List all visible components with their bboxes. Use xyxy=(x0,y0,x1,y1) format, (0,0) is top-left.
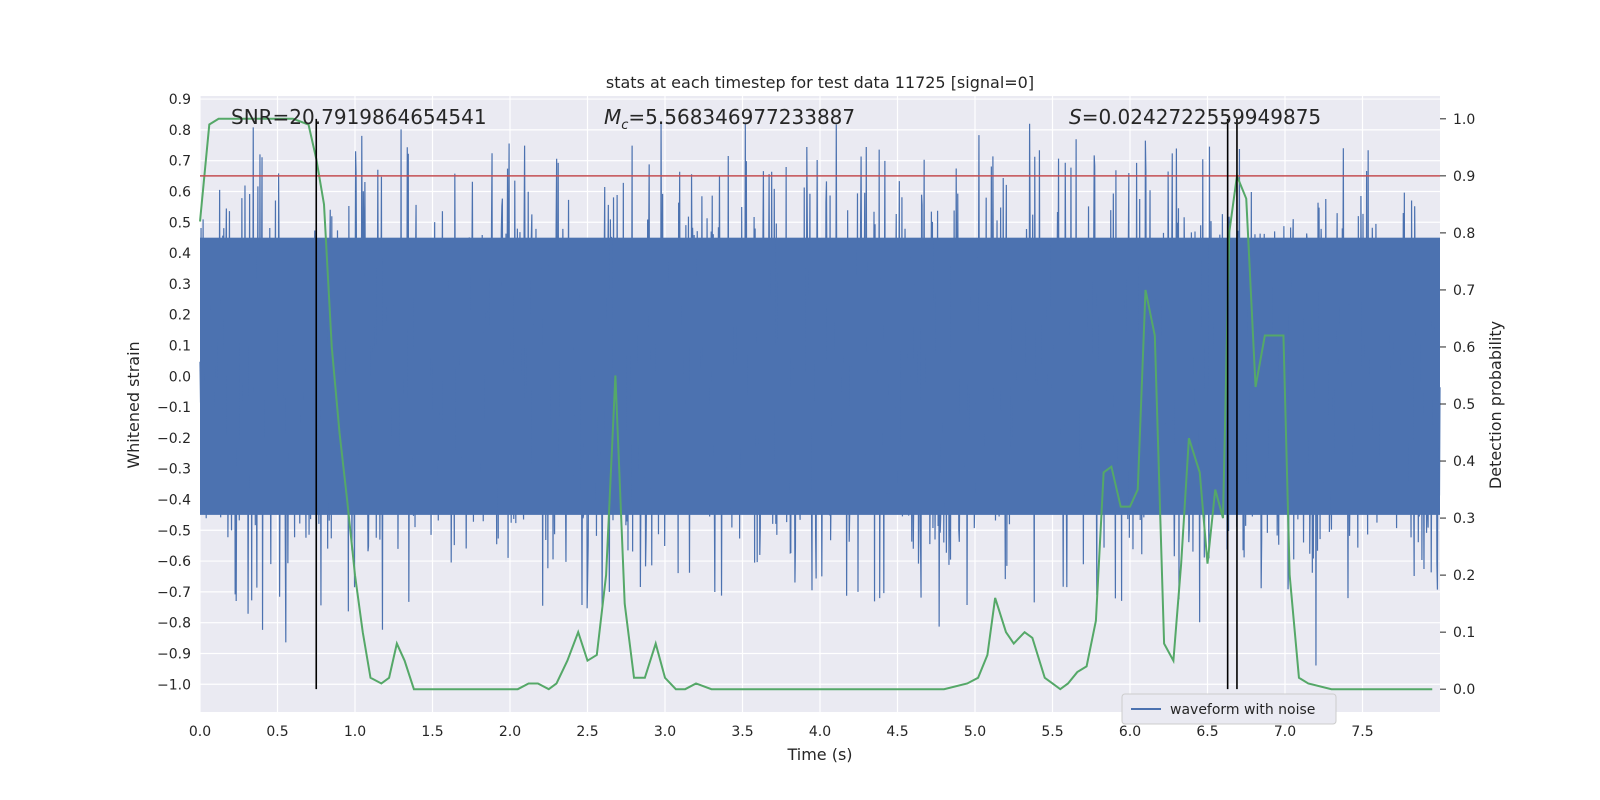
y-tick-label: −0.2 xyxy=(157,431,191,447)
y-tick-label: −0.1 xyxy=(157,400,191,416)
s-value: =0.0242722559949875 xyxy=(1082,105,1321,129)
y-tick-label: −0.6 xyxy=(157,554,191,570)
x-tick-label: 2.5 xyxy=(576,724,598,740)
probability-line xyxy=(199,117,1433,691)
y-tick-label: −1.0 xyxy=(157,677,191,693)
y-tick-label: 0.4 xyxy=(169,246,191,262)
y-tick-label: 0.2 xyxy=(169,308,191,324)
x-tick-label: 6.5 xyxy=(1196,724,1218,740)
y-tick-label: 0.6 xyxy=(169,184,191,200)
x-axis-ticks: 0.0 0.5 1.0 1.5 2.0 2.5 3.0 3.5 4.0 4.5 5.0 5.5 6.0 6… xyxy=(189,724,1374,740)
y2-tick-label: 0.3 xyxy=(1453,511,1475,527)
y-tick-label: 0.0 xyxy=(169,369,191,385)
x-tick-label: 0.0 xyxy=(189,724,211,740)
y2-tick-label: 0.0 xyxy=(1453,682,1475,698)
y2-tick-label: 0.5 xyxy=(1453,397,1475,413)
y2-tick-label: 0.9 xyxy=(1453,169,1475,185)
y-tick-label: 0.3 xyxy=(169,277,191,293)
y-tick-label: −0.4 xyxy=(157,492,191,508)
x-tick-label: 6.0 xyxy=(1119,724,1141,740)
x-tick-label: 3.5 xyxy=(731,724,753,740)
legend: waveform with noise xyxy=(1121,693,1337,725)
y2-tick-label: 0.7 xyxy=(1453,283,1475,299)
x-tick-label: 4.5 xyxy=(886,724,908,740)
chart-title: stats at each timestep for test data 117… xyxy=(606,73,1034,92)
y2-axis-ticks: 0.0 0.1 0.2 0.3 0.4 0.5 0.6 0.7 0.8 0.9 1.0 xyxy=(1440,112,1475,698)
y-tick-label: 0.7 xyxy=(169,154,191,170)
y-tick-label: 0.8 xyxy=(169,123,191,139)
probability-series xyxy=(199,117,1433,691)
x-axis-label: Time (s) xyxy=(786,745,852,764)
x-tick-label: 5.5 xyxy=(1041,724,1063,740)
x-tick-label: 1.0 xyxy=(344,724,366,740)
waveform-series xyxy=(199,123,1441,666)
x-tick-label: 1.5 xyxy=(421,724,443,740)
vertical-markers xyxy=(315,118,1238,690)
snr-annotation: SNR=20.7919864654541 xyxy=(231,105,487,129)
y-tick-label: −0.8 xyxy=(157,616,191,632)
y-tick-label: 0.1 xyxy=(169,338,191,354)
s-annotation: S=0.0242722559949875 xyxy=(1069,105,1321,129)
chirp-mass-subscript: c xyxy=(621,118,628,133)
y-tick-label: 0.9 xyxy=(169,92,191,108)
y-tick-label: −0.3 xyxy=(157,462,191,478)
y2-tick-label: 0.1 xyxy=(1453,625,1475,641)
y-tick-label: −0.9 xyxy=(157,646,191,662)
y2-tick-label: 0.2 xyxy=(1453,568,1475,584)
y-tick-label: 0.5 xyxy=(169,215,191,231)
x-tick-label: 7.5 xyxy=(1351,724,1373,740)
y-axis-label: Whitened strain xyxy=(124,341,143,468)
y-tick-label: −0.7 xyxy=(157,585,191,601)
chirp-mass-value: =5.568346977233887 xyxy=(628,105,855,129)
y-axis-ticks: 0.9 0.8 0.7 0.6 0.5 0.4 0.3 0.2 0.1 0.0 −0.1 −0.2 −0… xyxy=(157,92,191,693)
legend-label: waveform with noise xyxy=(1170,702,1315,718)
s-symbol: S xyxy=(1069,105,1082,129)
x-tick-label: 3.0 xyxy=(654,724,676,740)
x-tick-label: 0.5 xyxy=(266,724,288,740)
y2-tick-label: 0.6 xyxy=(1453,340,1475,356)
chirp-mass-annotation: Mc=5.568346977233887 xyxy=(604,105,855,133)
y-tick-label: −0.5 xyxy=(157,523,191,539)
x-tick-label: 4.0 xyxy=(809,724,831,740)
chirp-mass-symbol: M xyxy=(604,105,621,129)
y2-axis-label: Detection probability xyxy=(1486,321,1505,489)
y2-tick-label: 0.4 xyxy=(1453,454,1475,470)
x-tick-label: 7.0 xyxy=(1274,724,1296,740)
y2-tick-label: 0.8 xyxy=(1453,226,1475,242)
x-tick-label: 5.0 xyxy=(964,724,986,740)
x-tick-label: 2.0 xyxy=(499,724,521,740)
waveform-line xyxy=(199,123,1441,666)
legend-box xyxy=(1121,693,1337,725)
y2-tick-label: 1.0 xyxy=(1453,112,1475,128)
